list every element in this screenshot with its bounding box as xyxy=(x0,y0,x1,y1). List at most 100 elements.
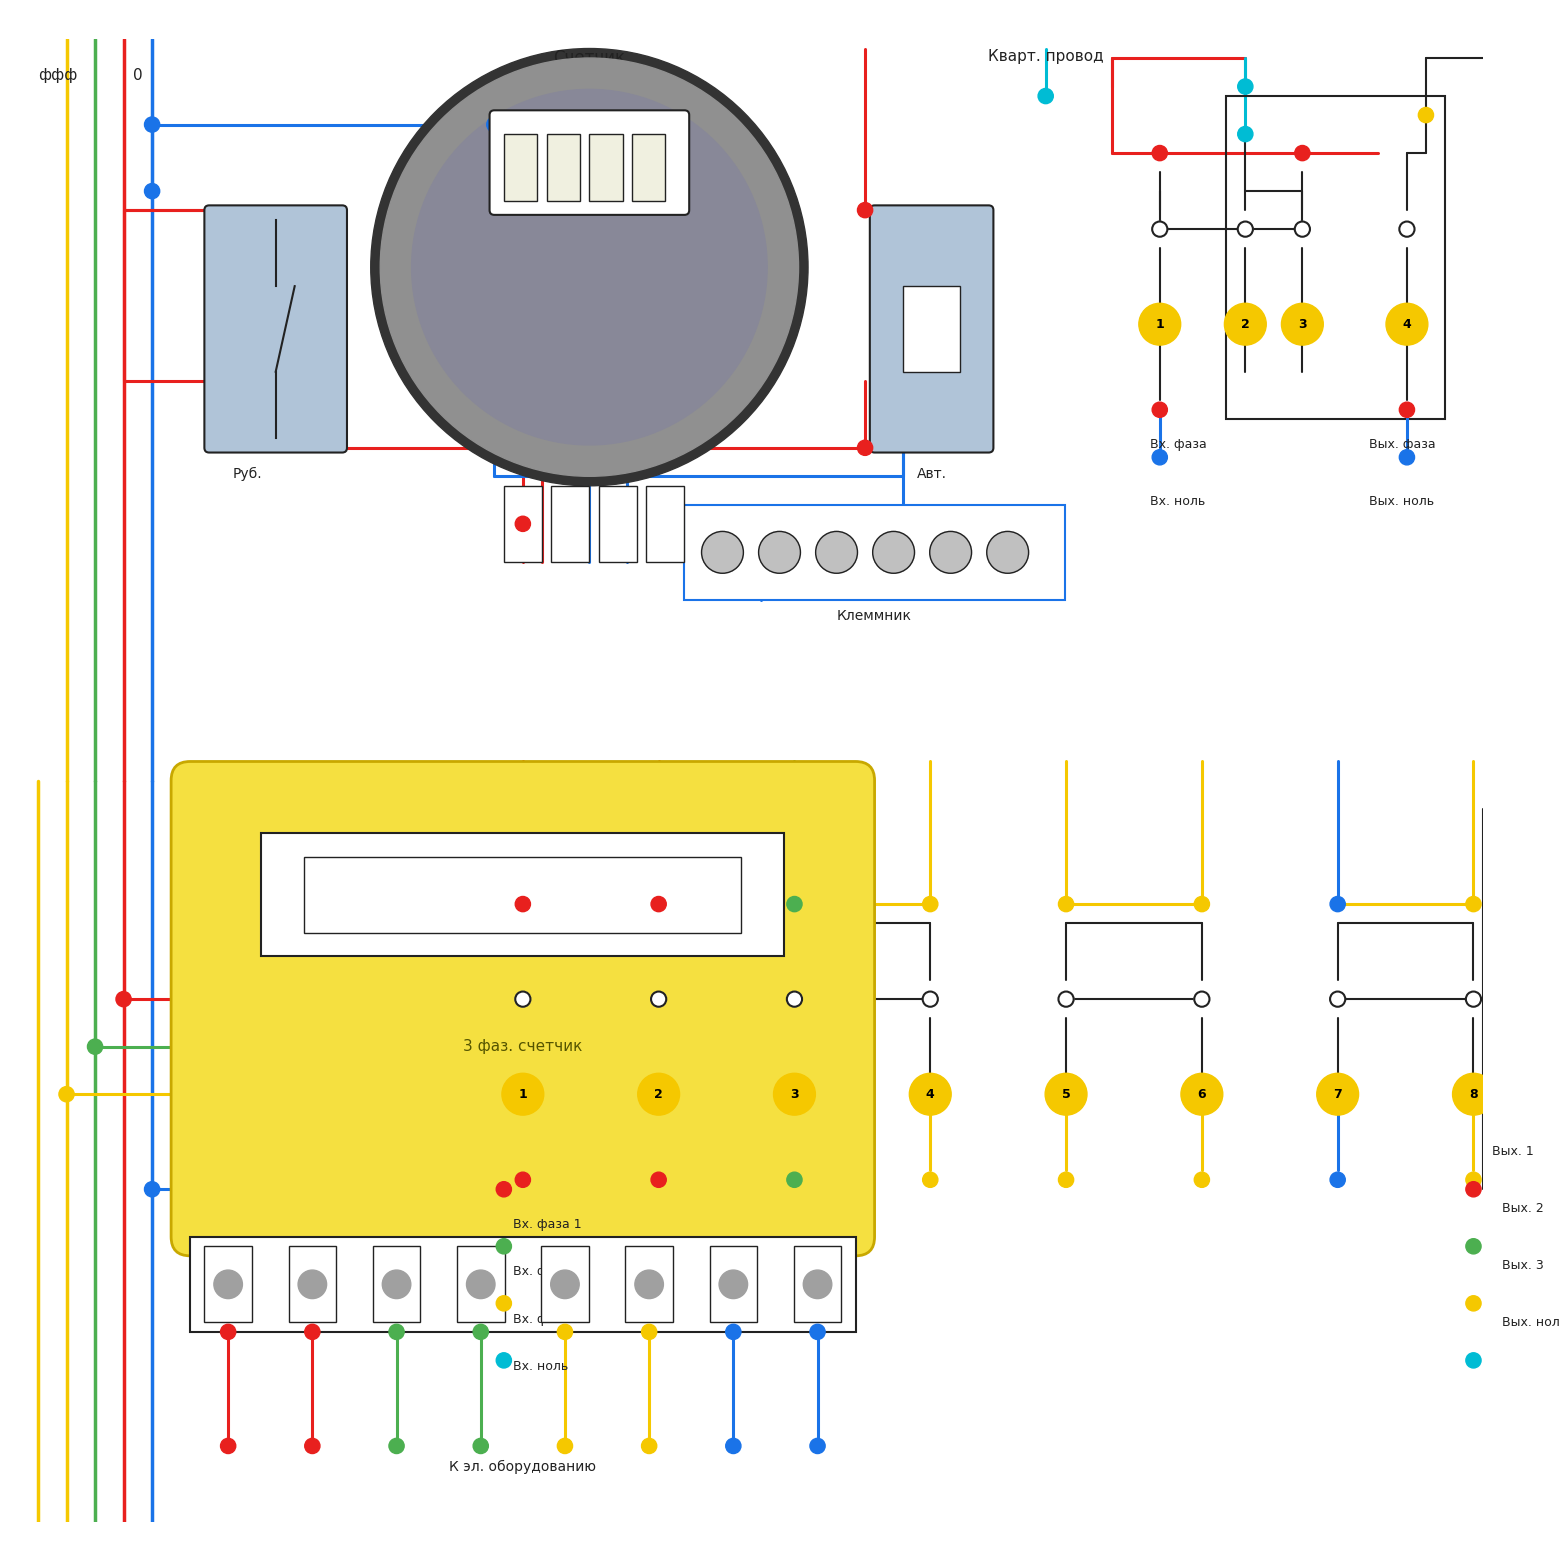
Circle shape xyxy=(145,184,159,198)
Circle shape xyxy=(816,531,858,573)
Circle shape xyxy=(1195,896,1209,912)
FancyBboxPatch shape xyxy=(632,134,666,201)
Text: Клеммник: Клеммник xyxy=(838,609,913,623)
Circle shape xyxy=(651,1172,666,1188)
Text: 3 фаз. счетчик: 3 фаз. счетчик xyxy=(463,1040,582,1054)
Text: Вых. 2: Вых. 2 xyxy=(1502,1202,1544,1214)
Text: Вых. ноль: Вых. ноль xyxy=(1502,1316,1560,1328)
Circle shape xyxy=(786,896,802,912)
Bar xyxy=(204,1246,251,1322)
Bar xyxy=(190,1236,855,1332)
Circle shape xyxy=(1466,896,1480,912)
FancyBboxPatch shape xyxy=(870,206,994,453)
Circle shape xyxy=(1399,450,1415,465)
Circle shape xyxy=(1466,1296,1480,1311)
Circle shape xyxy=(803,1271,831,1299)
Bar xyxy=(903,286,959,372)
Circle shape xyxy=(635,1271,663,1299)
Text: 4: 4 xyxy=(927,1088,934,1101)
FancyBboxPatch shape xyxy=(304,857,741,932)
Circle shape xyxy=(1237,222,1253,237)
Circle shape xyxy=(858,203,872,217)
Text: Вх. ноль: Вх. ноль xyxy=(513,1360,568,1374)
Text: 6: 6 xyxy=(1198,1088,1206,1101)
Bar xyxy=(551,485,590,562)
Circle shape xyxy=(1153,403,1167,417)
Bar xyxy=(794,1246,841,1322)
Circle shape xyxy=(220,1438,236,1453)
FancyBboxPatch shape xyxy=(504,134,537,201)
Circle shape xyxy=(1452,1074,1494,1115)
Circle shape xyxy=(725,1324,741,1339)
FancyBboxPatch shape xyxy=(685,504,1065,599)
Circle shape xyxy=(551,1271,579,1299)
Circle shape xyxy=(1466,1239,1480,1253)
Bar xyxy=(457,1246,504,1322)
Circle shape xyxy=(1466,991,1480,1007)
Text: Счетчик: Счетчик xyxy=(554,48,626,67)
Circle shape xyxy=(1139,303,1181,345)
Circle shape xyxy=(220,1324,236,1339)
Circle shape xyxy=(810,1324,825,1339)
FancyBboxPatch shape xyxy=(490,111,690,215)
Circle shape xyxy=(496,1296,512,1311)
Circle shape xyxy=(1399,222,1415,237)
Text: Вых. 1: Вых. 1 xyxy=(1493,1144,1533,1158)
FancyBboxPatch shape xyxy=(590,134,622,201)
Text: 4: 4 xyxy=(1402,318,1412,331)
Text: Вх. фаза 3: Вх. фаза 3 xyxy=(513,1313,582,1325)
Circle shape xyxy=(930,531,972,573)
Circle shape xyxy=(1331,991,1345,1007)
Text: 5: 5 xyxy=(1062,1088,1070,1101)
Text: 8: 8 xyxy=(1470,1088,1477,1101)
Circle shape xyxy=(371,48,808,485)
Circle shape xyxy=(725,1438,741,1453)
Circle shape xyxy=(1225,303,1267,345)
Circle shape xyxy=(502,1074,544,1115)
Circle shape xyxy=(641,1324,657,1339)
Circle shape xyxy=(719,1271,747,1299)
Bar xyxy=(504,485,541,562)
Circle shape xyxy=(496,1182,512,1197)
Circle shape xyxy=(515,1172,530,1188)
Circle shape xyxy=(145,1182,159,1197)
Text: Вых. ноль: Вых. ноль xyxy=(1370,495,1434,509)
Text: Руб.: Руб. xyxy=(232,467,262,481)
Text: Вых. фаза: Вых. фаза xyxy=(1370,439,1435,451)
Circle shape xyxy=(810,1438,825,1453)
FancyBboxPatch shape xyxy=(172,762,875,1255)
Circle shape xyxy=(87,1040,103,1054)
Circle shape xyxy=(987,531,1028,573)
Text: 3: 3 xyxy=(791,1088,799,1101)
Circle shape xyxy=(872,531,914,573)
Circle shape xyxy=(473,1324,488,1339)
Text: Вх. ноль: Вх. ноль xyxy=(1150,495,1206,509)
Circle shape xyxy=(304,1438,320,1453)
Circle shape xyxy=(1153,145,1167,161)
Circle shape xyxy=(496,1239,512,1253)
Circle shape xyxy=(1466,1353,1480,1367)
Text: 1: 1 xyxy=(518,1088,527,1101)
Circle shape xyxy=(1466,1172,1480,1188)
Circle shape xyxy=(1399,403,1415,417)
Text: 0: 0 xyxy=(133,67,142,83)
Circle shape xyxy=(922,991,938,1007)
Circle shape xyxy=(1385,303,1427,345)
Circle shape xyxy=(304,1324,320,1339)
Circle shape xyxy=(1153,222,1167,237)
Circle shape xyxy=(909,1074,952,1115)
Circle shape xyxy=(298,1271,326,1299)
Circle shape xyxy=(466,1271,495,1299)
Text: 7: 7 xyxy=(1334,1088,1342,1101)
Circle shape xyxy=(774,1074,816,1115)
Circle shape xyxy=(1037,89,1053,103)
Circle shape xyxy=(381,58,799,476)
Circle shape xyxy=(1466,1182,1480,1197)
Circle shape xyxy=(786,991,802,1007)
Circle shape xyxy=(786,1172,802,1188)
Text: 1: 1 xyxy=(1156,318,1164,331)
Circle shape xyxy=(922,896,938,912)
Circle shape xyxy=(1195,991,1209,1007)
Circle shape xyxy=(145,117,159,133)
Bar xyxy=(626,1246,672,1322)
